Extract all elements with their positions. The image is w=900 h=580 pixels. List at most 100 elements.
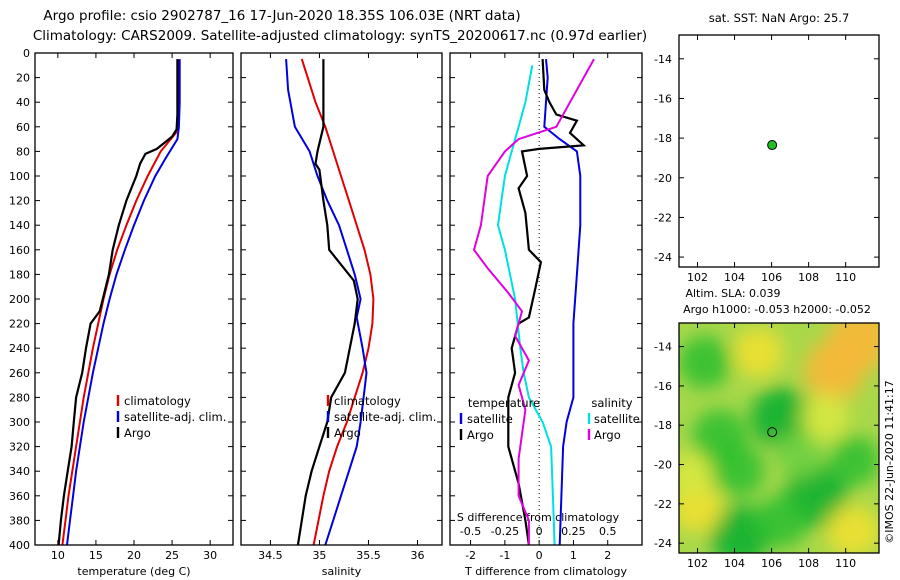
y-tick-label: -16 (654, 92, 672, 105)
series-line-satellite-adj-clim- (285, 59, 368, 546)
heatmap-cell (679, 335, 732, 389)
x-tick-label: -2 (465, 549, 476, 562)
legend-label: Argo (124, 426, 151, 440)
y-tick-label: 40 (16, 96, 30, 109)
x-tick-label: 0 (536, 549, 543, 562)
legend-label: Argo (334, 426, 361, 440)
x-axis-label: salinity (322, 565, 362, 578)
watermark: ©IMOS 22-Jun-2020 11:41:17 (883, 380, 896, 544)
sst_map-panel: 102 104 106 108 110 -14 -16 -18 -20 -22 -24 (654, 34, 880, 284)
s-diff-tick-label: -0.25 (491, 525, 519, 538)
y-tick-label: 180 (9, 268, 30, 281)
sla-map-title1: Altim. SLA: 0.039 (685, 287, 780, 300)
y-tick-label: 120 (9, 195, 30, 208)
legend-label: climatology (334, 394, 401, 408)
x-tick-label: 35.5 (356, 549, 381, 562)
salinity-panel: 34.5 35 35.5 36 salinity climatology satellite… (240, 52, 443, 578)
plot-frame (34, 52, 234, 546)
heatmap-cell (775, 431, 823, 479)
plot-frame (240, 52, 443, 546)
series-line-s-argo (472, 58, 595, 545)
series-line-climatology (300, 58, 375, 546)
argo-position-marker (767, 140, 778, 151)
heatmap-cell (679, 452, 713, 497)
series-line-t-satellite (543, 59, 582, 546)
y-tick-label: 140 (9, 219, 30, 232)
s-diff-tick-label: 0.5 (599, 525, 617, 538)
heatmap-cell (826, 504, 879, 553)
x-tick-label: 106 (761, 271, 782, 284)
map-frame (678, 322, 880, 554)
s-diff-axis-label: S difference from climatology (457, 511, 620, 524)
legend-salinity-title: salinity (591, 396, 632, 410)
y-tick-label: 280 (9, 391, 30, 404)
legend-label: Argo (467, 428, 494, 442)
y-tick-label: 380 (9, 514, 30, 527)
y-tick-label: 160 (9, 244, 30, 257)
y-tick-label: 240 (9, 342, 30, 355)
y-tick-label: 220 (9, 318, 30, 331)
legend-temperature-title: temperature (468, 396, 540, 410)
y-tick-label: -22 (654, 498, 672, 511)
y-tick-label: 60 (16, 121, 30, 134)
y-tick-label: 320 (9, 441, 30, 454)
y-tick-label: -16 (654, 380, 672, 393)
x-axis-label: temperature (deg C) (77, 565, 190, 578)
legend-label: climatology (124, 394, 191, 408)
series-line-climatology (61, 59, 180, 546)
y-tick-label: 20 (16, 72, 30, 85)
x-tick-label: 10 (51, 549, 65, 562)
s-diff-tick-label: 0 (536, 525, 543, 538)
plot-frame (449, 52, 643, 546)
sla_map-panel: 102 104 106 108 110 -14 -16 -18 -20 -22 -24 (654, 322, 880, 570)
x-axis-label: T difference from climatology (464, 565, 627, 578)
temperature-panel: 10 15 20 25 30 temperature (deg C) 0 20 40 60 80 10… (9, 47, 234, 578)
sst-map-title: sat. SST: NaN Argo: 25.7 (709, 11, 850, 25)
y-tick-label: -20 (654, 459, 672, 472)
series-line-t-argo (507, 59, 587, 546)
y-tick-label: 360 (9, 490, 30, 503)
y-tick-label: 80 (16, 145, 30, 158)
x-tick-label: 36 (410, 549, 424, 562)
legend-label: satellite (594, 412, 640, 426)
x-tick-label: 104 (724, 271, 745, 284)
y-tick-label: -24 (654, 537, 672, 550)
legend-label: satellite-adj. clim. (334, 410, 436, 424)
figure-title-line2: Climatology: CARS2009. Satellite-adjuste… (33, 28, 647, 44)
series-line-argo (57, 59, 179, 546)
heatmap-cell (829, 435, 879, 486)
series-line-s-satellite (496, 65, 556, 546)
s-diff-tick-label: -0.5 (460, 525, 481, 538)
y-tick-label: -22 (654, 211, 672, 224)
s-diff-tick-label: 0.25 (561, 525, 586, 538)
x-tick-label: 110 (835, 271, 856, 284)
figure-title-line1: Argo profile: csio 2902787_16 17-Jun-202… (43, 8, 520, 24)
x-tick-label: -1 (499, 549, 510, 562)
legend-label: Argo (594, 428, 621, 442)
legend-label: satellite (467, 412, 513, 426)
sla-map-title2: Argo h1000: -0.053 h2000: -0.052 (683, 303, 871, 316)
x-tick-label: 15 (89, 549, 103, 562)
x-tick-label: 1 (570, 549, 577, 562)
y-tick-label: -18 (654, 419, 672, 432)
x-tick-label: 110 (835, 557, 856, 570)
heatmap-cell (801, 393, 849, 441)
y-tick-label: 100 (9, 170, 30, 183)
x-tick-label: 25 (165, 549, 179, 562)
x-tick-label: 104 (724, 557, 745, 570)
series-line-argo (296, 59, 359, 546)
y-tick-label: -20 (654, 172, 672, 185)
y-tick-label: -24 (654, 251, 672, 264)
differences-panel: -2 -1 0 1 2 T difference from climatology -0.5… (449, 52, 643, 578)
y-tick-label: 400 (9, 539, 30, 552)
heatmap-cell (754, 495, 808, 548)
x-tick-label: 102 (687, 557, 708, 570)
x-tick-label: 30 (203, 549, 217, 562)
argo-position-marker (767, 427, 778, 438)
x-tick-label: 34.5 (258, 549, 283, 562)
y-tick-label: -14 (654, 53, 672, 66)
x-tick-label: 35 (312, 549, 326, 562)
heatmap-field (679, 323, 879, 553)
y-tick-label: 300 (9, 416, 30, 429)
